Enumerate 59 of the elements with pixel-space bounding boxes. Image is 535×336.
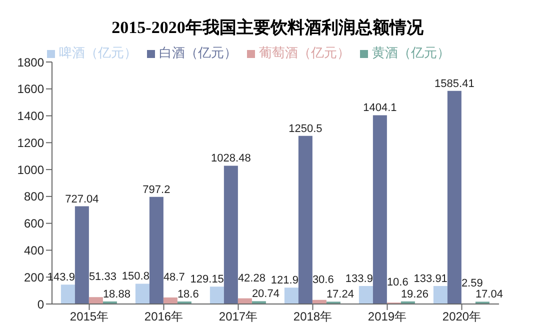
y-tick-label: 200 xyxy=(24,270,44,284)
bar xyxy=(210,286,224,304)
data-label: 133.91 xyxy=(414,272,448,285)
data-label: 30.6 xyxy=(312,274,334,286)
data-label: 150.8 xyxy=(122,270,150,283)
bar xyxy=(88,297,103,304)
chart-title: 2015-2020年我国主要饮料酒利润总额情况 xyxy=(110,17,424,39)
data-label: 129.15 xyxy=(190,274,224,286)
data-label: 1250.5 xyxy=(288,122,322,135)
data-label: 1404.1 xyxy=(363,102,397,114)
bar xyxy=(224,166,238,304)
data-label: 20.74 xyxy=(252,288,280,300)
data-label: 2.59 xyxy=(461,278,483,290)
x-tick-label: 2015年 xyxy=(70,310,109,324)
data-label: 10.6 xyxy=(386,276,408,289)
data-label: 18.88 xyxy=(102,288,130,300)
bar xyxy=(74,206,89,304)
legend-label: 白酒（亿元） xyxy=(159,45,237,60)
bar xyxy=(60,284,75,304)
x-tick-label: 2016年 xyxy=(144,310,184,324)
bar xyxy=(252,301,266,304)
x-tick-label: 2020年 xyxy=(442,310,482,324)
data-label: 42.28 xyxy=(238,272,266,284)
data-label: 1585.41 xyxy=(434,78,474,90)
bar xyxy=(358,286,373,304)
data-label: 17.04 xyxy=(475,288,503,301)
data-label: 19.26 xyxy=(400,288,428,300)
bar xyxy=(298,136,312,304)
data-label: 1028.48 xyxy=(211,152,251,165)
bar xyxy=(447,90,462,304)
y-tick-label: 400 xyxy=(24,243,44,258)
bar xyxy=(149,196,164,304)
data-label: 51.33 xyxy=(88,271,116,284)
y-tick-label: 800 xyxy=(24,190,44,204)
y-tick-label: 1400 xyxy=(17,109,44,124)
legend-label: 葡萄酒（亿元） xyxy=(259,45,350,60)
y-tick-label: 600 xyxy=(24,216,44,231)
data-label: 727.04 xyxy=(65,193,99,206)
x-tick-label: 2017年 xyxy=(218,310,258,324)
data-label: 18.6 xyxy=(177,288,199,300)
y-tick-label: 0 xyxy=(37,297,44,312)
bar xyxy=(433,286,448,304)
legend-label: 黄酒（亿元） xyxy=(372,45,450,60)
y-tick-label: 1000 xyxy=(17,162,44,177)
data-label: 17.24 xyxy=(326,288,354,301)
bar xyxy=(135,284,150,304)
bar xyxy=(372,115,387,304)
y-tick-label: 1600 xyxy=(17,82,44,96)
y-tick-label: 1200 xyxy=(17,136,44,150)
legend-label: 啤酒（亿元） xyxy=(59,45,137,60)
data-label: 48.7 xyxy=(163,271,185,284)
bar xyxy=(284,288,298,304)
x-tick-label: 2019年 xyxy=(368,310,407,324)
data-label: 797.2 xyxy=(142,184,170,196)
data-label: 121.9 xyxy=(270,274,298,287)
data-label: 133.9 xyxy=(345,273,373,285)
y-tick-label: 1800 xyxy=(17,55,44,70)
bar xyxy=(163,297,178,304)
x-tick-label: 2018年 xyxy=(293,310,332,324)
